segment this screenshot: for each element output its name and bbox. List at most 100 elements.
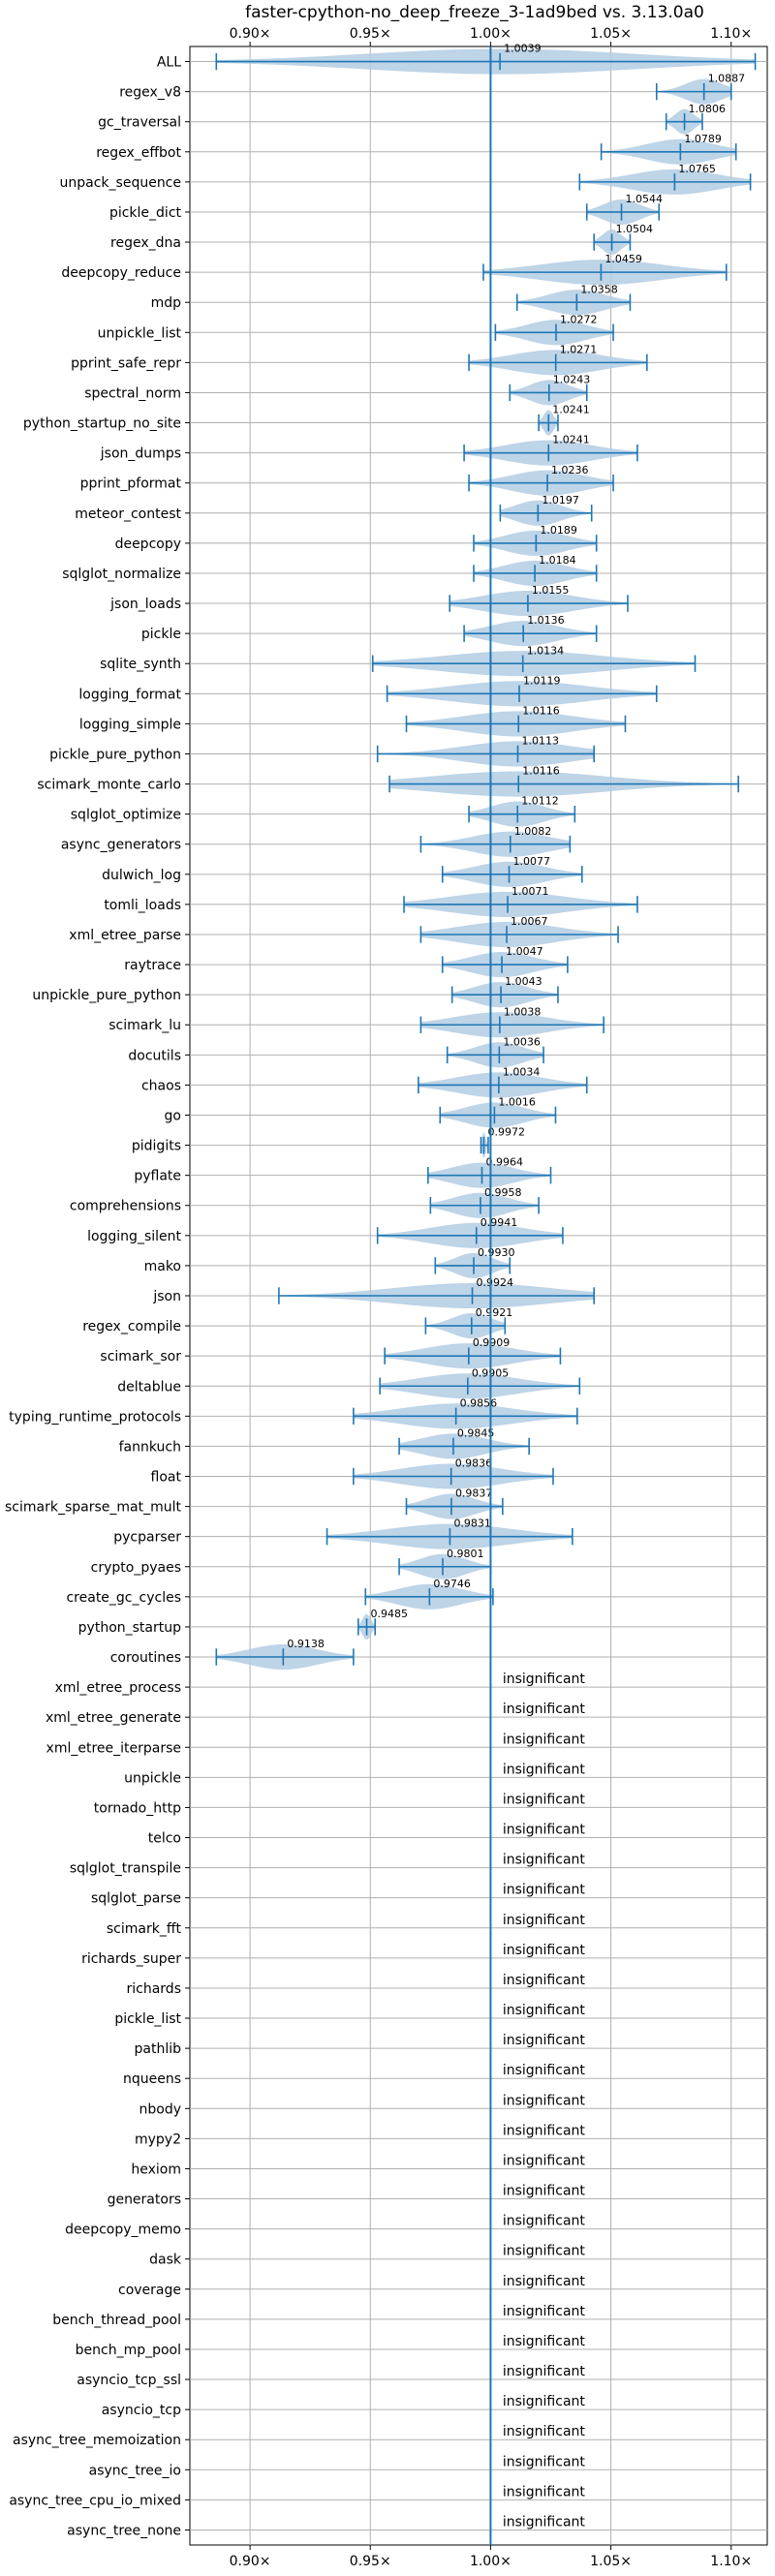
benchmark-label: telco bbox=[148, 1831, 181, 1847]
chart-title: faster-cpython-no_deep_freeze_3-1ad9bed … bbox=[245, 3, 704, 22]
benchmark-label: nbody bbox=[140, 2101, 182, 2117]
benchmark-label: richards bbox=[127, 1981, 182, 1997]
value-label: 0.9837 bbox=[455, 1487, 493, 1500]
value-label: 0.9924 bbox=[477, 1276, 514, 1289]
value-label: 1.0067 bbox=[511, 915, 548, 928]
benchmark-label: mako bbox=[144, 1259, 181, 1274]
value-label: 1.0116 bbox=[522, 704, 560, 717]
benchmark-label: python_startup bbox=[78, 1620, 181, 1636]
value-label: 1.0241 bbox=[552, 404, 590, 416]
insignificant-label: insignificant bbox=[503, 2003, 586, 2018]
value-label: 0.9964 bbox=[485, 1156, 523, 1169]
benchmark-label: async_tree_cpu_io_mixed bbox=[9, 2493, 181, 2508]
benchmark-label: sqlglot_parse bbox=[91, 1891, 181, 1907]
value-label: 1.0765 bbox=[678, 163, 716, 175]
benchmark-label: mypy2 bbox=[135, 2131, 181, 2147]
insignificant-label: insignificant bbox=[503, 1853, 586, 1868]
benchmark-label: chaos bbox=[141, 1078, 181, 1093]
benchmark-label: typing_runtime_protocols bbox=[9, 1409, 181, 1425]
x-tick-label-top: 1.10× bbox=[710, 26, 752, 42]
insignificant-label: insignificant bbox=[503, 1943, 586, 1958]
insignificant-label: insignificant bbox=[503, 2364, 586, 2379]
insignificant-label: insignificant bbox=[503, 1973, 586, 1988]
value-label: 0.9845 bbox=[457, 1426, 495, 1439]
value-label: 1.0082 bbox=[514, 825, 552, 838]
value-label: 1.0887 bbox=[708, 73, 746, 85]
benchmark-label: unpack_sequence bbox=[60, 175, 181, 191]
value-label: 0.9485 bbox=[371, 1608, 409, 1620]
x-tick-label-top: 0.95× bbox=[350, 26, 391, 42]
benchmark-label: coroutines bbox=[110, 1650, 181, 1666]
benchmark-label: crypto_pyaes bbox=[91, 1560, 181, 1576]
value-label: 0.9801 bbox=[447, 1548, 484, 1560]
value-label: 1.0358 bbox=[580, 283, 618, 295]
benchmark-label: xml_etree_iterparse bbox=[46, 1740, 181, 1756]
x-tick-label-bottom: 1.05× bbox=[590, 2554, 632, 2569]
value-label: 1.0789 bbox=[684, 133, 722, 145]
value-label: 1.0119 bbox=[523, 674, 561, 687]
benchmark-label: sqlglot_normalize bbox=[62, 567, 181, 582]
insignificant-label: insignificant bbox=[503, 1792, 586, 1807]
benchmark-label: unpickle_list bbox=[98, 325, 182, 341]
benchmark-label: nqueens bbox=[123, 2071, 181, 2087]
value-label: 1.0036 bbox=[503, 1035, 541, 1048]
value-label: 0.9856 bbox=[460, 1396, 498, 1409]
value-label: 1.0038 bbox=[504, 1005, 542, 1018]
benchmark-label: regex_effbot bbox=[96, 145, 181, 161]
benchmark-label: pickle_list bbox=[114, 2011, 181, 2027]
benchmark-label: regex_dna bbox=[110, 235, 181, 251]
benchmark-label: logging_silent bbox=[87, 1229, 181, 1244]
value-label: 1.0077 bbox=[513, 855, 551, 868]
benchmark-label: pathlib bbox=[135, 2041, 182, 2057]
benchmark-label: dulwich_log bbox=[102, 868, 181, 883]
benchmark-label: docutils bbox=[128, 1048, 181, 1063]
value-label: 1.0155 bbox=[532, 584, 570, 597]
value-label: 1.0271 bbox=[560, 343, 598, 355]
benchmark-label: spectral_norm bbox=[84, 385, 181, 401]
benchmark-label: sqlglot_optimize bbox=[71, 808, 181, 823]
value-label: 1.0184 bbox=[539, 554, 576, 567]
benchmark-label: unpickle bbox=[124, 1770, 181, 1786]
x-tick-label-bottom: 1.00× bbox=[470, 2554, 512, 2569]
insignificant-label: insignificant bbox=[503, 2214, 586, 2229]
value-label: 1.0272 bbox=[560, 313, 598, 325]
benchmark-label: pidigits bbox=[132, 1139, 181, 1154]
value-label: 1.0016 bbox=[498, 1096, 536, 1109]
benchmark-label: deltablue bbox=[117, 1379, 181, 1395]
insignificant-label: insignificant bbox=[503, 2514, 586, 2530]
benchmark-label: raytrace bbox=[124, 958, 181, 973]
benchmark-label: bench_mp_pool bbox=[76, 2343, 181, 2358]
benchmark-label: dask bbox=[149, 2253, 182, 2268]
benchmark-label: pickle_dict bbox=[109, 205, 182, 221]
value-label: 1.0236 bbox=[551, 464, 589, 476]
benchmark-label: fannkuch bbox=[119, 1439, 181, 1455]
value-label: 0.9921 bbox=[476, 1306, 513, 1319]
benchmark-label: pickle_pure_python bbox=[49, 747, 181, 762]
value-label: 1.0241 bbox=[552, 434, 590, 446]
plot-area: 0.90× 0.90× 0.95× 0.95× 1.00× 1.00× 1.05× 1.05×… bbox=[5, 26, 768, 2569]
value-label: 1.0544 bbox=[626, 193, 664, 205]
benchmark-label: unpickle_pure_python bbox=[32, 988, 181, 1003]
insignificant-label: insignificant bbox=[503, 1762, 586, 1777]
value-label: 1.0806 bbox=[689, 103, 727, 115]
benchmark-label: logging_simple bbox=[79, 717, 181, 732]
benchmark-label: mdp bbox=[151, 295, 182, 311]
value-label: 1.0113 bbox=[521, 735, 559, 748]
benchmark-label: async_tree_none bbox=[67, 2523, 181, 2538]
benchmark-label: regex_v8 bbox=[119, 85, 181, 101]
benchmark-label: scimark_sparse_mat_mult bbox=[5, 1500, 181, 1516]
insignificant-label: insignificant bbox=[503, 2184, 586, 2199]
insignificant-label: insignificant bbox=[503, 2244, 586, 2259]
x-tick-label-bottom: 1.10× bbox=[710, 2554, 752, 2569]
benchmark-label: pickle bbox=[141, 627, 181, 642]
value-label: 0.9941 bbox=[480, 1216, 518, 1229]
benchmark-label: xml_etree_parse bbox=[69, 928, 181, 943]
benchmark-label: json_dumps bbox=[100, 446, 181, 462]
value-label: 0.9930 bbox=[478, 1246, 515, 1259]
benchmark-label: generators bbox=[108, 2193, 181, 2208]
benchmark-label: scimark_monte_carlo bbox=[37, 778, 181, 793]
benchmark-label: regex_compile bbox=[82, 1319, 181, 1334]
insignificant-label: insignificant bbox=[503, 2274, 586, 2289]
benchmark-label: deepcopy_reduce bbox=[61, 265, 181, 281]
